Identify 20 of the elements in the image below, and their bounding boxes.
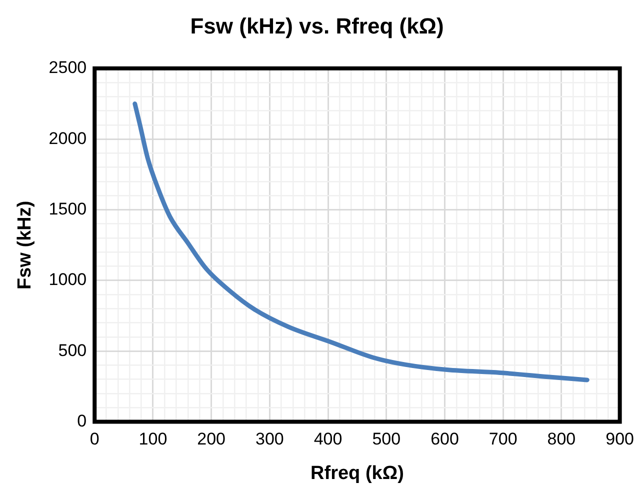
x-tick-label: 100: [138, 430, 168, 449]
x-tick-label: 200: [197, 430, 226, 449]
x-tick-label: 700: [488, 430, 518, 449]
y-tick-label: 2000: [48, 128, 87, 148]
y-tick-label: 500: [58, 340, 87, 360]
x-tick-label: 500: [372, 430, 401, 449]
y-axis-title: Fsw (kHz): [14, 200, 36, 290]
x-tick-label: 800: [547, 430, 576, 449]
y-tick-label: 0: [77, 411, 87, 430]
x-tick-label: 900: [606, 430, 634, 449]
x-tick-label: 600: [430, 430, 459, 449]
x-tick-label: 0: [90, 430, 100, 449]
x-tick-label: 400: [314, 430, 342, 449]
y-tick-label: 2500: [48, 58, 87, 78]
x-axis-title: Rfreq (kΩ): [310, 462, 404, 484]
line-series: [132, 101, 590, 382]
chart-title: Fsw (kHz) vs. Rfreq (kΩ): [190, 13, 444, 38]
y-tick-label: 1000: [48, 270, 87, 290]
x-tick-label: 300: [255, 430, 284, 449]
y-tick-label: 1500: [48, 199, 87, 218]
